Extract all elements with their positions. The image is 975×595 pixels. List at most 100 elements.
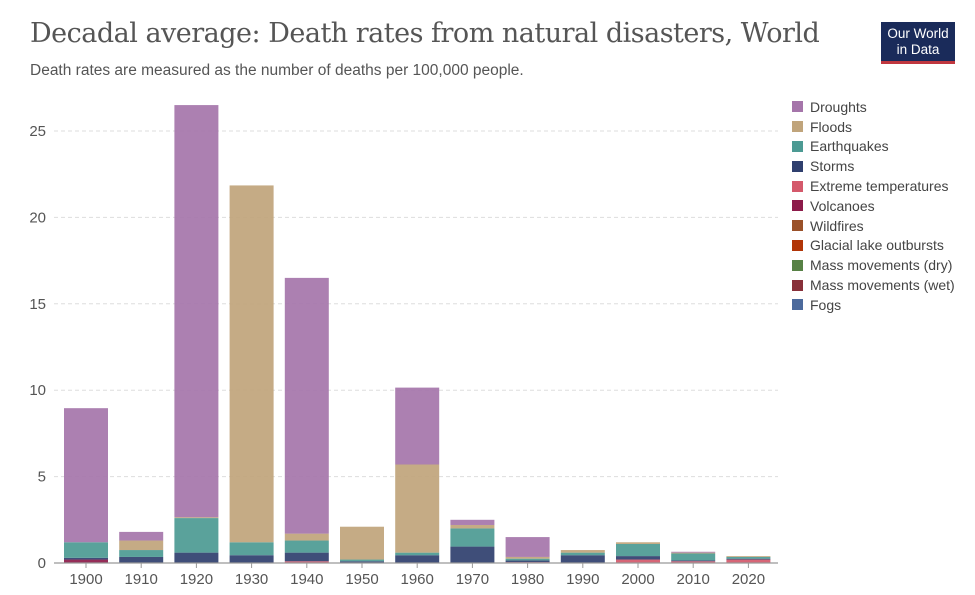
- y-tick-label: 10: [29, 382, 46, 399]
- bar-segment-earthquakes: [671, 553, 716, 561]
- bar-segment-earthquakes: [450, 528, 495, 547]
- bar-segment-storms: [119, 556, 164, 563]
- y-tick-label: 5: [38, 469, 46, 486]
- legend-item[interactable]: Storms: [792, 156, 955, 176]
- x-tick-label: 1900: [69, 571, 102, 588]
- bar-segment-extreme-temperatures: [671, 561, 716, 563]
- legend-label: Earthquakes: [810, 138, 889, 155]
- legend-item[interactable]: Droughts: [792, 97, 955, 117]
- bar-segment-floods: [395, 464, 440, 553]
- bar-segment-earthquakes: [505, 558, 550, 561]
- bar-segment-storms: [450, 546, 495, 563]
- bar-segment-floods: [671, 552, 716, 554]
- legend-label: Storms: [810, 158, 855, 175]
- legend-label: Mass movements (wet): [810, 277, 955, 294]
- bar-segment-storms: [174, 552, 219, 563]
- bar-segment-storms: [395, 555, 440, 563]
- legend-swatch: [792, 160, 803, 172]
- bar-segment-earthquakes: [726, 556, 771, 559]
- y-tick-label: 15: [29, 296, 46, 313]
- legend-label: Fogs: [810, 296, 842, 313]
- x-tick-label: 2010: [677, 571, 710, 588]
- bar-segment-earthquakes: [560, 552, 605, 556]
- bar-segment-extreme-temperatures: [616, 559, 660, 563]
- legend-swatch: [792, 299, 803, 311]
- legend-swatch: [792, 220, 803, 232]
- bar-segment-earthquakes: [340, 559, 384, 562]
- bar-segment-storms: [671, 560, 716, 562]
- legend-item[interactable]: Fogs: [792, 295, 955, 315]
- legend-label: Wildfires: [810, 217, 864, 234]
- bar-segment-droughts: [505, 537, 550, 557]
- bar-segment-storms: [616, 556, 660, 560]
- bar-segment-floods: [284, 533, 329, 541]
- legend-label: Droughts: [810, 98, 867, 115]
- x-tick-label: 2000: [621, 571, 654, 588]
- owid-logo[interactable]: Our World in Data: [881, 22, 955, 64]
- legend-item[interactable]: Extreme temperatures: [792, 176, 955, 196]
- bar-segment-floods: [174, 517, 219, 519]
- y-tick-label: 0: [38, 555, 46, 572]
- legend-item[interactable]: Wildfires: [792, 216, 955, 236]
- legend-swatch: [792, 259, 803, 271]
- bar-segment-floods: [119, 540, 164, 551]
- legend-swatch: [792, 121, 803, 133]
- legend-label: Volcanoes: [810, 197, 875, 214]
- bar-segment-droughts: [64, 408, 108, 543]
- legend-item[interactable]: Earthquakes: [792, 137, 955, 157]
- legend-swatch: [792, 180, 803, 192]
- bar-segment-storms: [505, 560, 550, 563]
- chart-title: Decadal average: Death rates from natura…: [30, 18, 820, 49]
- bar-segment-floods: [616, 542, 660, 544]
- legend-label: Extreme temperatures: [810, 178, 949, 195]
- bar-segment-droughts: [395, 387, 440, 465]
- x-tick-label: 1950: [345, 571, 378, 588]
- legend-swatch: [792, 101, 803, 113]
- legend-swatch: [792, 239, 803, 251]
- x-tick-label: 2020: [732, 571, 765, 588]
- legend-swatch: [792, 140, 803, 152]
- bar-segment-droughts: [671, 551, 716, 553]
- bar-segment-floods: [340, 526, 384, 560]
- bar-segment-volcanoes: [64, 559, 108, 563]
- x-tick-label: 1970: [456, 571, 489, 588]
- bar-segment-storms: [284, 552, 329, 562]
- bar-segment-storms: [64, 557, 108, 560]
- legend-label: Mass movements (dry): [810, 257, 953, 274]
- logo-line-1: Our World: [887, 26, 949, 41]
- legend-item[interactable]: Mass movements (wet): [792, 275, 955, 295]
- bar-segment-earthquakes: [616, 543, 660, 557]
- bar-segment-earthquakes: [119, 550, 164, 557]
- bar-segment-earthquakes: [229, 542, 274, 556]
- legend-item[interactable]: Volcanoes: [792, 196, 955, 216]
- x-tick-label: 1910: [125, 571, 158, 588]
- x-tick-label: 1980: [511, 571, 544, 588]
- x-tick-label: 1960: [401, 571, 434, 588]
- bar-segment-droughts: [284, 277, 329, 534]
- bar-segment-earthquakes: [174, 518, 219, 553]
- bar-segment-storms: [340, 561, 384, 563]
- legend-label: Floods: [810, 118, 853, 135]
- legend: Droughts Floods Earthquakes Storms Extreme t…: [792, 97, 955, 315]
- bar-segment-floods: [450, 524, 495, 529]
- x-tick-label: 1990: [566, 571, 599, 588]
- chart-subtitle: Death rates are measured as the number o…: [30, 62, 524, 79]
- bar-segment-storms: [560, 555, 605, 563]
- bar-segment-extreme-temperatures: [726, 559, 771, 563]
- bar-segment-floods: [229, 185, 274, 543]
- bar-segment-floods: [505, 556, 550, 559]
- logo-line-2: in Data: [896, 42, 940, 57]
- x-tick-label: 1930: [235, 571, 268, 588]
- legend-item[interactable]: Mass movements (dry): [792, 255, 955, 275]
- legend-label: Glacial lake outbursts: [810, 237, 944, 254]
- bar-segment-floods: [726, 556, 771, 557]
- legend-item[interactable]: Floods: [792, 117, 955, 137]
- y-tick-label: 20: [29, 209, 46, 226]
- legend-item[interactable]: Glacial lake outbursts: [792, 236, 955, 256]
- x-tick-label: 1940: [290, 571, 323, 588]
- x-tick-label: 1920: [180, 571, 213, 588]
- legend-swatch: [792, 200, 803, 212]
- bar-segment-earthquakes: [395, 552, 440, 556]
- y-tick-label: 25: [29, 123, 46, 140]
- bar-segment-storms: [229, 555, 274, 563]
